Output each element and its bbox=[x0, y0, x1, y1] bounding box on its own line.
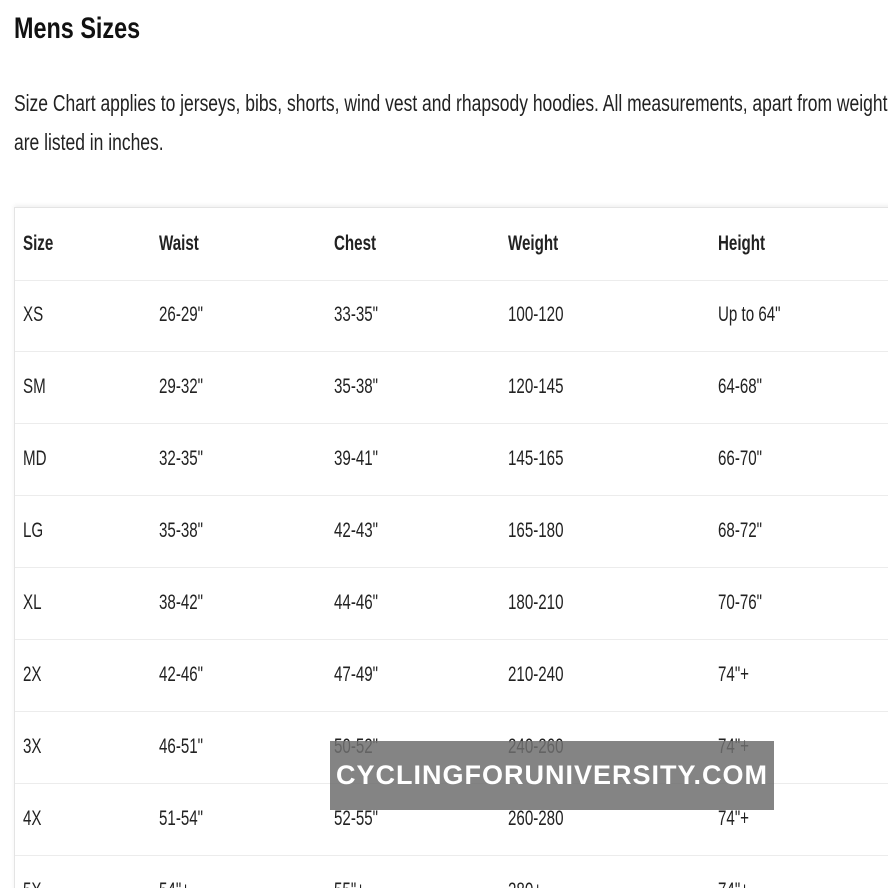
table-cell: 74"+ bbox=[718, 855, 749, 888]
table-cell: 280+ bbox=[508, 855, 542, 888]
title: Mens Sizes bbox=[14, 12, 141, 45]
table-cell: 47-49" bbox=[334, 663, 379, 686]
description: Size Chart applies to jerseys, bibs, sho… bbox=[14, 90, 888, 155]
table-cell: 210-240 bbox=[508, 663, 564, 686]
table-cell: 74"+ bbox=[718, 663, 750, 686]
table-row: 2X 42-46" 47-49" 210-240 74"+ bbox=[15, 639, 888, 712]
table-row: SM 29-32" 35-38" 120-145 64-68" bbox=[15, 351, 888, 424]
table-cell: 145-165 bbox=[508, 447, 564, 470]
table-cell: 29-32" bbox=[159, 375, 204, 398]
column-header: Weight bbox=[508, 232, 559, 255]
column-header: Size bbox=[23, 232, 54, 255]
table-cell: 68-72" bbox=[718, 519, 763, 542]
table-cell: 38-42" bbox=[159, 591, 204, 614]
table-cell: MD bbox=[23, 447, 47, 470]
table-cell: Up to 64" bbox=[718, 303, 781, 326]
table-cell: XL bbox=[23, 591, 42, 614]
watermark: CYCLINGFORUNIVERSITY.COM bbox=[336, 760, 769, 790]
table-cell: 4X bbox=[23, 807, 42, 830]
table-cell: 51-54" bbox=[159, 807, 204, 830]
table-cell: 33-35" bbox=[334, 303, 379, 326]
column-header: Chest bbox=[334, 232, 377, 255]
table-cell: 180-210 bbox=[508, 591, 564, 614]
header-row: Size Waist Chest Weight Height bbox=[15, 208, 888, 281]
table-cell: 55"+ bbox=[334, 855, 365, 888]
table-row: XS 26-29" 33-35" 100-120 Up to 64" bbox=[15, 279, 888, 352]
table-cell: 46-51" bbox=[159, 735, 204, 758]
watermark-box: CYCLINGFORUNIVERSITY.COM bbox=[330, 741, 774, 810]
column-header: Waist bbox=[159, 232, 199, 255]
column-header: Height bbox=[718, 232, 766, 255]
table-cell: 26-29" bbox=[159, 303, 204, 326]
table-cell: 74"+ bbox=[718, 807, 750, 830]
table-cell: 35-38" bbox=[334, 375, 379, 398]
table-row: 5X 54"+ 55"+ 280+ 74"+ bbox=[15, 855, 888, 888]
table-cell: 35-38" bbox=[159, 519, 204, 542]
table-cell: 32-35" bbox=[159, 447, 204, 470]
table-cell: 42-43" bbox=[334, 519, 379, 542]
table-row: MD 32-35" 39-41" 145-165 66-70" bbox=[15, 423, 888, 496]
table-cell: 70-76" bbox=[718, 591, 763, 614]
table-cell: SM bbox=[23, 375, 46, 398]
table-cell: 5X bbox=[23, 855, 41, 888]
table-row: XL 38-42" 44-46" 180-210 70-76" bbox=[15, 567, 888, 640]
table-cell: LG bbox=[23, 519, 44, 542]
table-cell: 44-46" bbox=[334, 591, 379, 614]
table-cell: 66-70" bbox=[718, 447, 763, 470]
table-cell: 39-41" bbox=[334, 447, 379, 470]
table-cell: 3X bbox=[23, 735, 42, 758]
table-cell: 42-46" bbox=[159, 663, 204, 686]
table-cell: 52-55" bbox=[334, 807, 379, 830]
table-cell: 100-120 bbox=[508, 303, 564, 326]
table-row: 4X 51-54" 52-55" 260-280 74"+ bbox=[15, 783, 888, 856]
table-cell: 54"+ bbox=[159, 855, 190, 888]
table-cell: 2X bbox=[23, 663, 42, 686]
table-cell: 260-280 bbox=[508, 807, 564, 830]
table-row: LG 35-38" 42-43" 165-180 68-72" bbox=[15, 495, 888, 568]
table-cell: XS bbox=[23, 303, 44, 326]
size-table: Size Waist Chest Weight Height XS 26-29" 33-35"… bbox=[14, 207, 888, 888]
table-cell: 64-68" bbox=[718, 375, 763, 398]
table-cell: 165-180 bbox=[508, 519, 564, 542]
table-cell: 120-145 bbox=[508, 375, 564, 398]
